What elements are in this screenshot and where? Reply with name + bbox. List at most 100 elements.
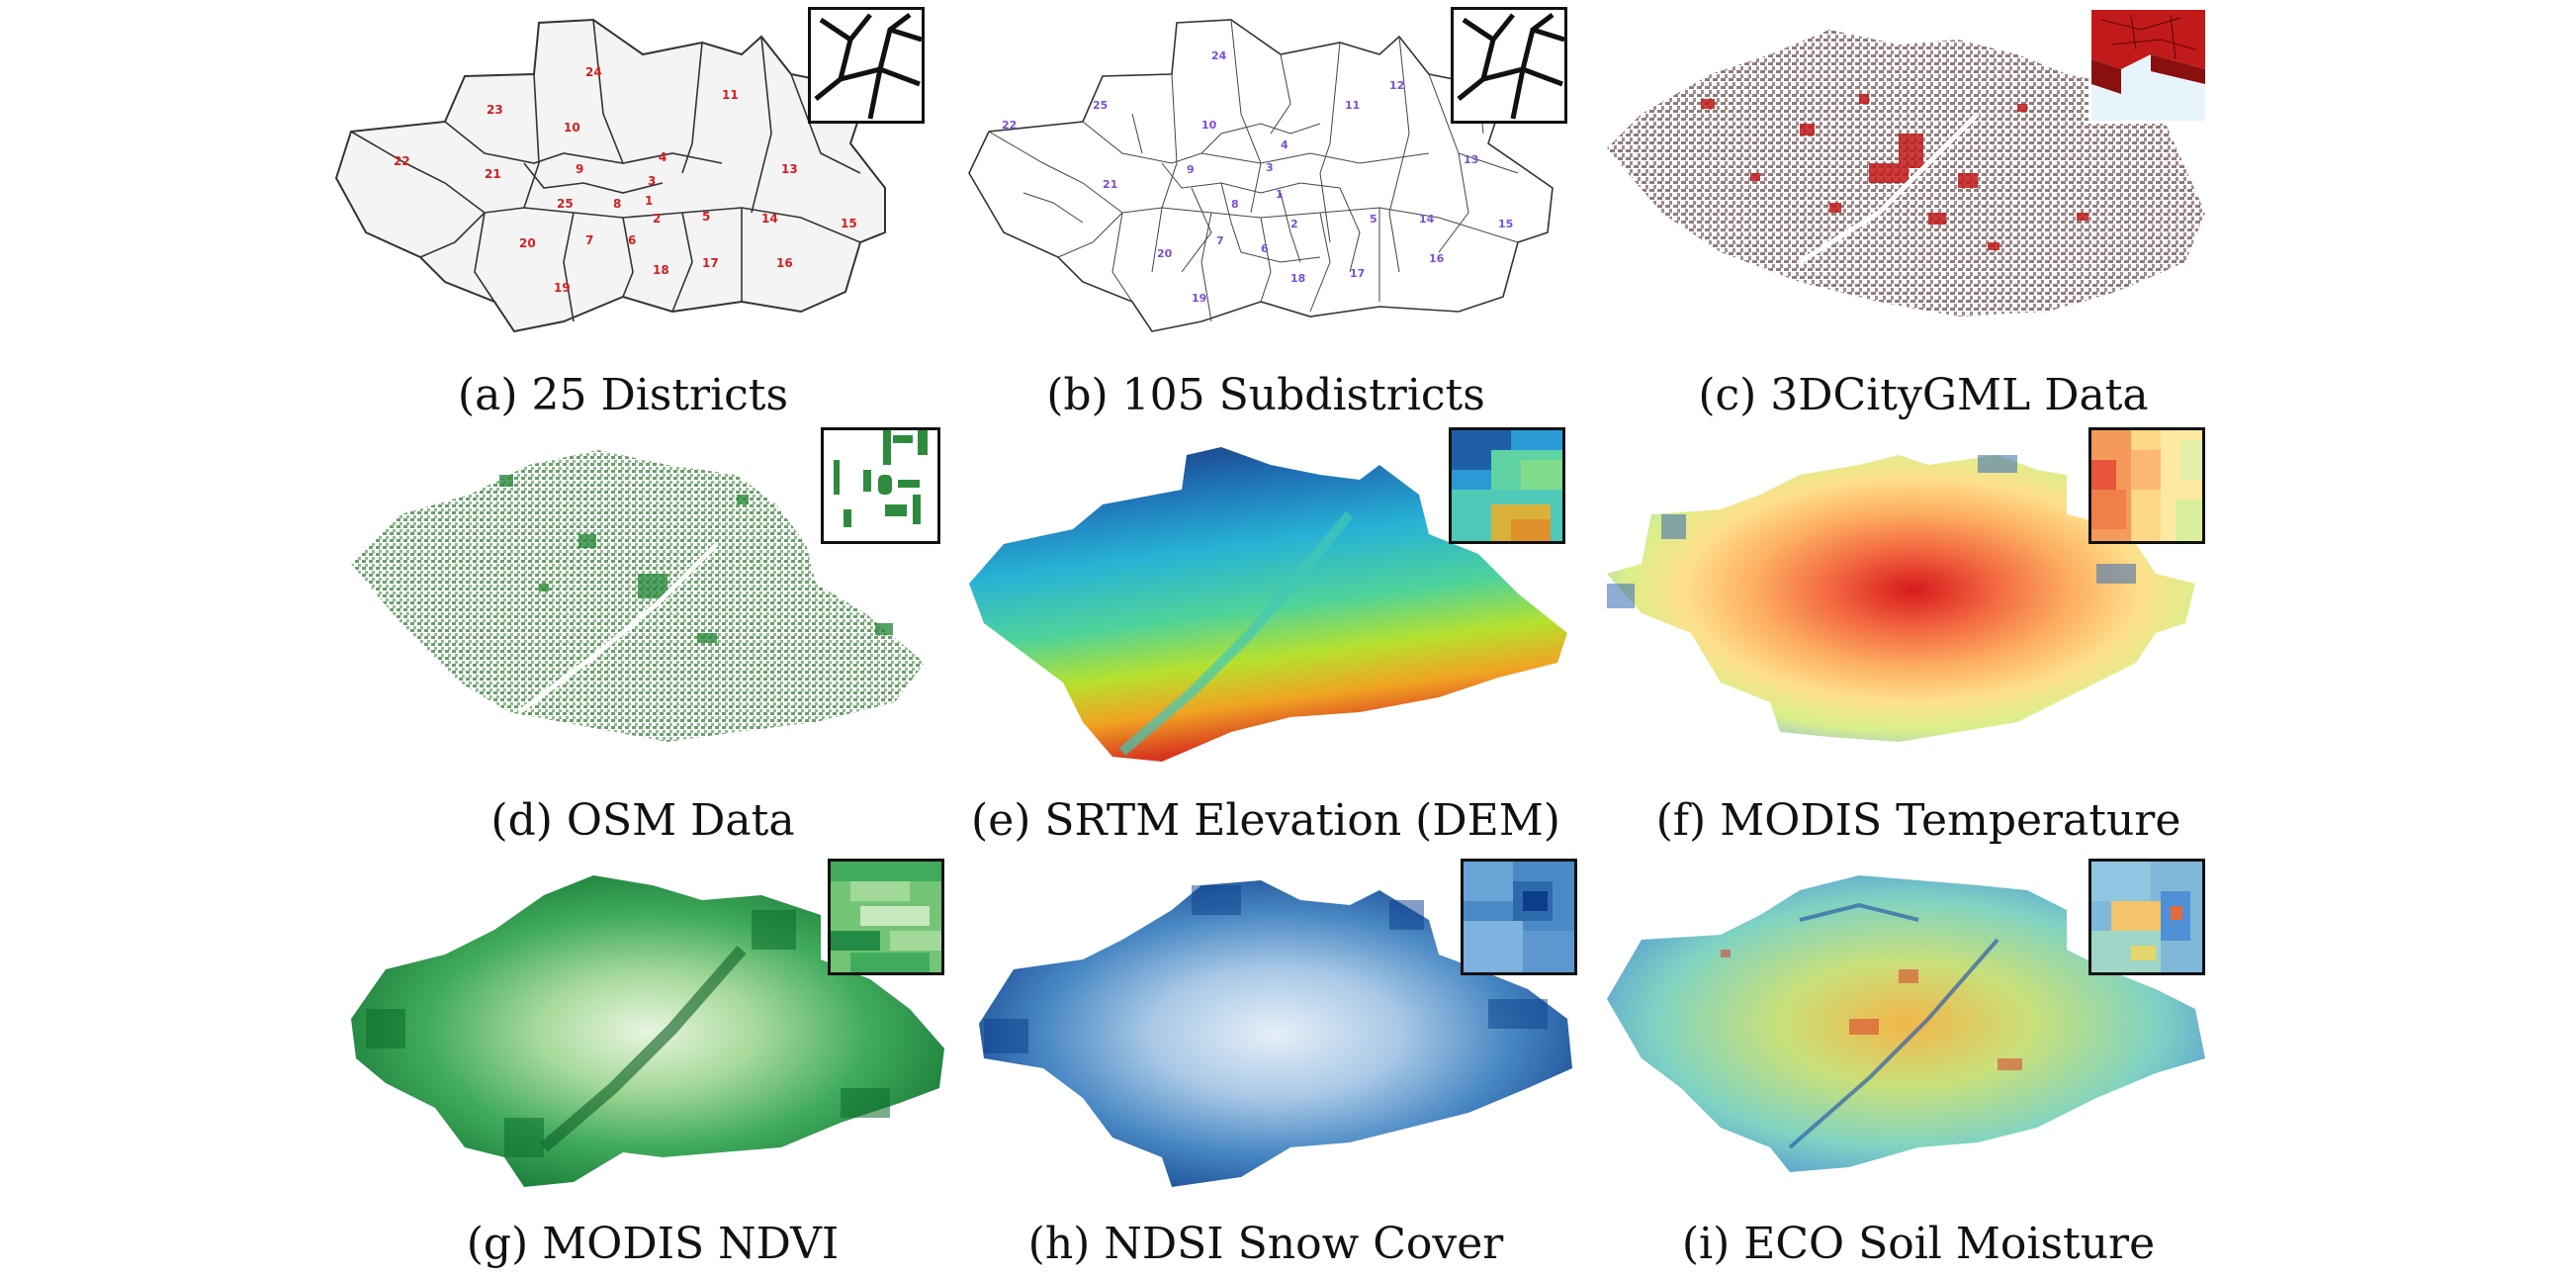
district-label: 1 xyxy=(645,194,653,208)
district-label: 6 xyxy=(628,233,636,247)
caption-a: (a) 25 Districts xyxy=(457,370,789,420)
subdistrict-label: 1 xyxy=(1276,188,1284,201)
subdistrict-label: 2 xyxy=(1290,218,1298,230)
district-label: 13 xyxy=(781,162,798,176)
district-label: 17 xyxy=(702,256,719,270)
inset-boundary-lines xyxy=(1457,13,1564,120)
district-label: 15 xyxy=(841,217,857,230)
dry-soil-patches xyxy=(1721,950,2022,1070)
district-label: 9 xyxy=(576,162,583,176)
zoom-inset-temperature xyxy=(2088,427,2205,544)
eco-soil-moisture-map xyxy=(1607,875,2205,1172)
panel-c-citygml-map xyxy=(1602,7,2215,341)
district-label: 24 xyxy=(585,65,602,79)
district-label-group: 24 11 12 23 10 22 21 9 4 3 13 25 8 1 2 5… xyxy=(394,65,857,295)
panel-b-subdistricts-map: 24 12 25 11 22 10 13 21 9 4 3 14 8 1 2 5… xyxy=(964,7,1577,341)
subdistrict-label: 3 xyxy=(1266,161,1274,174)
zoom-inset-subdistricts xyxy=(1451,7,1567,124)
red-building-clusters xyxy=(1701,94,2088,250)
panel-d-osm-map xyxy=(341,427,940,762)
subdistrict-label: 16 xyxy=(1429,252,1445,265)
subdistrict-label: 6 xyxy=(1261,242,1269,255)
zoom-inset-citygml xyxy=(2088,7,2208,124)
caption-h: (h) NDSI Snow Cover xyxy=(1027,1219,1504,1269)
panel-i-soil-moisture-map xyxy=(1602,859,2215,1197)
district-label: 10 xyxy=(564,121,580,135)
osm-buildings-map xyxy=(351,450,925,742)
caption-f: (f) MODIS Temperature xyxy=(1655,795,2181,846)
subdistrict-label: 15 xyxy=(1498,218,1513,230)
panel-h-snow-map xyxy=(974,859,1577,1197)
panel-a-districts-map: 24 11 12 23 10 22 21 9 4 3 13 25 8 1 2 5… xyxy=(326,7,930,341)
district-label: 16 xyxy=(776,256,793,270)
zoom-inset-osm xyxy=(821,427,940,544)
subdistrict-label: 19 xyxy=(1192,292,1206,305)
citygml-buildings-map xyxy=(1607,30,2205,317)
subdistrict-label: 11 xyxy=(1345,99,1360,112)
zoom-inset-districts xyxy=(808,7,925,124)
district-label: 14 xyxy=(761,212,778,226)
district-label: 18 xyxy=(653,263,669,277)
subdistrict-label: 7 xyxy=(1216,234,1224,247)
district-label: 8 xyxy=(613,197,621,211)
zoom-inset-ndvi xyxy=(828,859,944,975)
subdistrict-boundaries xyxy=(988,19,1519,322)
inset-soil-raster xyxy=(2091,862,2202,972)
subdistricts-map: 24 12 25 11 22 10 13 21 9 4 3 14 8 1 2 5… xyxy=(968,19,1554,332)
district-label: 2 xyxy=(653,212,661,226)
subdistrict-label-group: 24 12 25 11 22 10 13 21 9 4 3 14 8 1 2 5… xyxy=(1002,49,1513,305)
subdistrict-label: 9 xyxy=(1187,163,1195,176)
subdistrict-label: 21 xyxy=(1103,178,1117,191)
subdistrict-label: 12 xyxy=(1389,79,1404,92)
district-label: 19 xyxy=(554,281,571,295)
subdistrict-label: 10 xyxy=(1201,119,1217,132)
subdistrict-label: 20 xyxy=(1157,247,1173,260)
district-label: 7 xyxy=(585,233,593,247)
district-label: 5 xyxy=(702,210,710,224)
zoom-inset-soil xyxy=(2088,859,2205,975)
subdistrict-label: 17 xyxy=(1350,267,1365,280)
inset-ndvi-raster xyxy=(831,862,941,972)
panel-g-ndvi-map xyxy=(346,859,959,1197)
district-label: 20 xyxy=(519,236,536,250)
caption-d: (d) OSM Data xyxy=(490,795,795,846)
subdistrict-label: 14 xyxy=(1419,213,1435,226)
subdistrict-label: 25 xyxy=(1093,99,1108,112)
modis-temperature-map xyxy=(1607,455,2195,742)
inset-snow-raster xyxy=(1464,862,1574,972)
caption-c: (c) 3DCityGML Data xyxy=(1698,370,2149,420)
districts-map: 24 11 12 23 10 22 21 9 4 3 13 25 8 1 2 5… xyxy=(334,18,886,333)
district-label: 25 xyxy=(557,197,574,211)
inset-3d-buildings xyxy=(2091,10,2205,94)
subdistrict-label: 5 xyxy=(1370,213,1377,226)
subdistrict-label: 24 xyxy=(1211,49,1227,62)
caption-b: (b) 105 Subdistricts xyxy=(1046,370,1485,420)
zoom-inset-snow xyxy=(1461,859,1577,975)
district-label: 4 xyxy=(659,150,666,164)
green-park-clusters xyxy=(499,475,893,643)
subdistrict-label: 18 xyxy=(1290,272,1305,285)
district-label: 22 xyxy=(394,154,410,168)
caption-g: (g) MODIS NDVI xyxy=(466,1219,840,1269)
river-course xyxy=(1788,902,1999,1149)
subdistrict-label: 13 xyxy=(1464,153,1478,166)
subdistrict-label: 4 xyxy=(1281,138,1288,151)
district-label: 3 xyxy=(648,174,656,188)
low-snow-patches xyxy=(984,885,1548,1053)
city-outline xyxy=(334,18,886,333)
district-label: 21 xyxy=(485,167,501,181)
zoom-inset-dem xyxy=(1449,427,1565,544)
inset-dem-raster xyxy=(1452,430,1562,541)
modis-ndvi-map xyxy=(351,875,944,1187)
inset-osm-buildings xyxy=(834,430,928,527)
district-boundaries xyxy=(350,19,861,322)
district-label: 23 xyxy=(487,103,503,117)
subdistrict-label: 22 xyxy=(1002,119,1017,132)
caption-e: (e) SRTM Elevation (DEM) xyxy=(971,795,1560,846)
srtm-elevation-map xyxy=(969,447,1567,762)
district-label: 11 xyxy=(722,88,739,102)
panel-e-dem-map xyxy=(964,427,1577,772)
cool-pixel-patches xyxy=(1607,455,2136,608)
ndsi-snow-cover-map xyxy=(979,880,1572,1187)
inset-temperature-raster xyxy=(2091,430,2202,541)
